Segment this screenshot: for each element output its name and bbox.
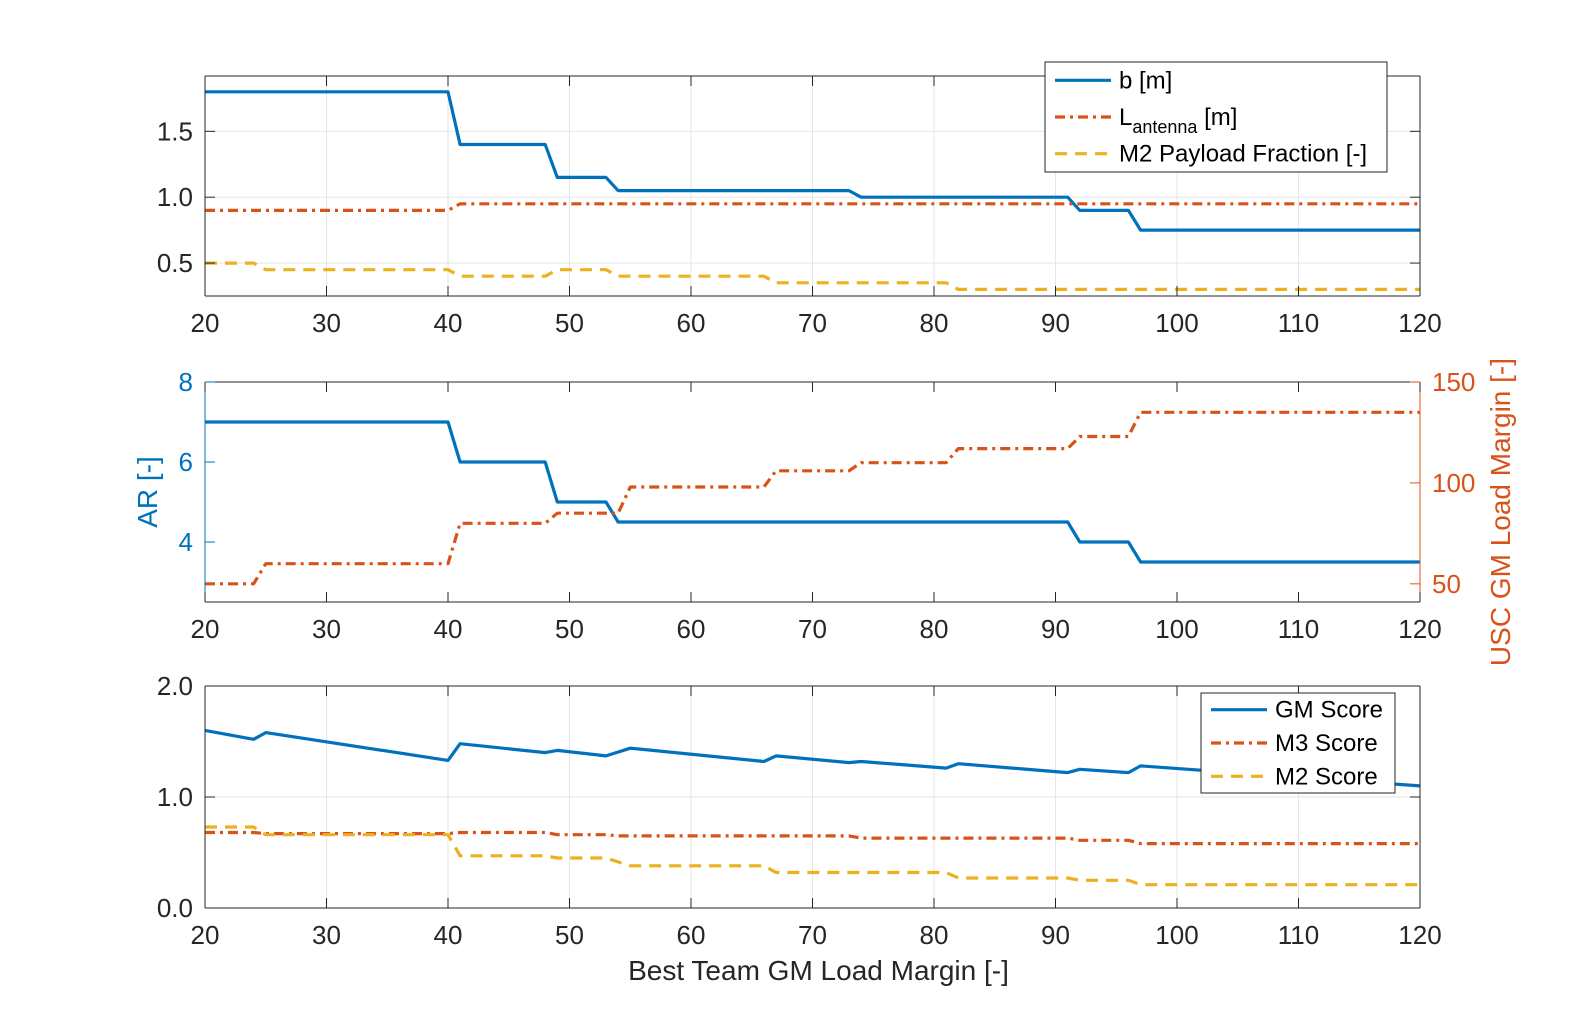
x-tick-label: 50 [555, 920, 584, 950]
x-tick-label: 60 [677, 614, 706, 644]
series-line-3 [205, 825, 1420, 887]
y-tick-label: 0.5 [157, 248, 193, 278]
legend-label-text: M2 Payload Fraction [-] [1119, 141, 1367, 168]
legend: GM Score M3 Score M2 Score [1200, 692, 1396, 794]
legend-label-suffix: [m] [1197, 104, 1237, 131]
x-tick-label: 120 [1398, 614, 1441, 644]
x-tick-label: 60 [677, 308, 706, 338]
legend-label-3: M2 Payload Fraction [-] [1119, 141, 1367, 168]
y-right-tick-label: 150 [1432, 367, 1475, 397]
y-tick-label: 0.0 [157, 893, 193, 923]
series-line-3 [205, 261, 1420, 291]
y-tick-label: 8 [179, 367, 193, 397]
x-tick-label: 110 [1278, 614, 1319, 644]
x-tick-label: 20 [191, 614, 220, 644]
y-right-tick-label: 100 [1432, 468, 1475, 498]
x-tick-label: 60 [677, 920, 706, 950]
x-tick-label: 90 [1041, 614, 1070, 644]
x-tick-label: 120 [1398, 308, 1441, 338]
y-right-tick-label: 50 [1432, 569, 1461, 599]
x-tick-label: 30 [312, 308, 341, 338]
x-tick-label: 70 [798, 920, 827, 950]
y-tick-label: 1.0 [157, 182, 193, 212]
y-tick-label: 2.0 [157, 671, 193, 701]
series-line-2 [205, 410, 1420, 586]
legend-label-text: L [1119, 104, 1132, 131]
series-line-2 [205, 830, 1420, 846]
legend-label-3: M2 Score [1275, 763, 1378, 790]
x-tick-label: 80 [920, 920, 949, 950]
legend-label-1: b [m] [1119, 67, 1172, 94]
y-axis-title: AR [-] [132, 456, 163, 528]
x-tick-label: 70 [798, 308, 827, 338]
subplot-3: 20 30 40 50 60 70 80 90 100 110 120 0.0 1.0 2.0 Best T… [157, 671, 1442, 986]
legend-label-text: b [m] [1119, 67, 1172, 94]
x-tick-label: 100 [1155, 308, 1198, 338]
x-tick-label: 30 [312, 920, 341, 950]
x-tick-label: 40 [434, 920, 463, 950]
series-line-1 [205, 420, 1420, 564]
x-tick-label: 90 [1041, 308, 1070, 338]
y-tick-label: 4 [179, 527, 193, 557]
legend: b [m] Lantenna [m] M2 Payload Fraction [-] [1044, 61, 1388, 173]
x-tick-label: 50 [555, 614, 584, 644]
x-tick-label: 40 [434, 614, 463, 644]
series-line-1 [204, 728, 1421, 788]
subplot-1: 20 30 40 50 60 70 80 90 100 110 120 0.5 1.0 1.5 b [m] L… [157, 61, 1442, 338]
x-tick-label: 110 [1278, 920, 1319, 950]
x-axis-title: Best Team GM Load Margin [-] [628, 955, 1009, 986]
legend-label-text: GM Score [1275, 697, 1383, 724]
x-tick-label: 90 [1041, 920, 1070, 950]
x-tick-label: 40 [434, 308, 463, 338]
x-tick-label: 70 [798, 614, 827, 644]
legend-label-text: M2 Score [1275, 763, 1378, 790]
y-tick-label: 6 [179, 447, 193, 477]
y-tick-label: 1.5 [157, 116, 193, 146]
legend-label-2: Lantenna [m] [1119, 104, 1237, 137]
y-tick-label: 1.0 [157, 782, 193, 812]
series-line-2 [205, 202, 1420, 212]
legend-label-subscript: antenna [1132, 117, 1198, 137]
legend-label-1: GM Score [1275, 697, 1383, 724]
x-tick-label: 100 [1155, 920, 1198, 950]
subplot-2: 20 30 40 50 60 70 80 90 100 110 120 4 6 8 50 100 150 AR [… [132, 358, 1516, 666]
x-tick-label: 100 [1155, 614, 1198, 644]
series-line-1 [205, 90, 1420, 232]
x-tick-label: 20 [191, 308, 220, 338]
x-tick-label: 80 [920, 308, 949, 338]
x-tick-label: 120 [1398, 920, 1441, 950]
x-tick-label: 30 [312, 614, 341, 644]
y-right-axis-title: USC GM Load Margin [-] [1485, 358, 1516, 666]
x-tick-label: 50 [555, 308, 584, 338]
x-tick-label: 20 [191, 920, 220, 950]
x-tick-label: 110 [1278, 308, 1319, 338]
x-tick-label: 80 [920, 614, 949, 644]
legend-label-text: M3 Score [1275, 730, 1378, 757]
legend-label-2: M3 Score [1275, 730, 1378, 757]
